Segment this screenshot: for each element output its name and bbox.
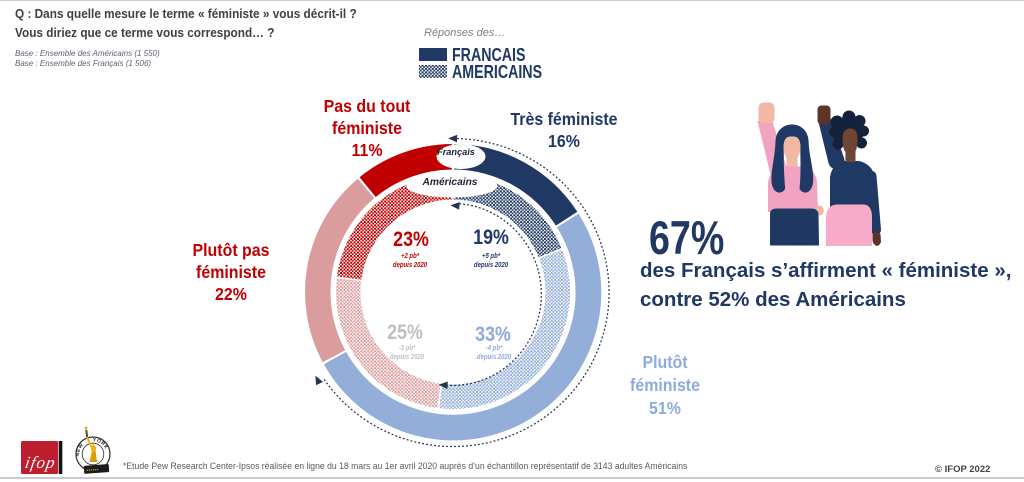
svg-text:▪▪▪▪▪▪: ▪▪▪▪▪▪: [86, 467, 98, 473]
svg-text:ifop: ifop: [24, 453, 58, 472]
